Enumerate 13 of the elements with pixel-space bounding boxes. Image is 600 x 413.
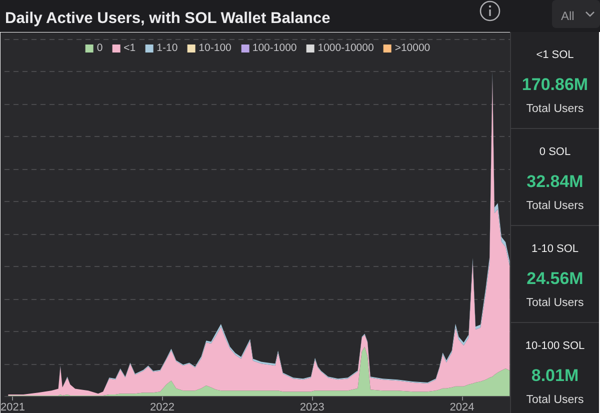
dropdown: All bbox=[552, 0, 600, 28]
legend-label: 1-10 bbox=[156, 42, 178, 54]
x-tick-label: 2021 bbox=[0, 402, 25, 413]
legend-label: >10000 bbox=[394, 42, 430, 54]
legend-label: 1000-10000 bbox=[318, 42, 374, 54]
legend-label: <1 bbox=[124, 42, 136, 54]
chart-title: Daily Active Users, with SOL Wallet Balance bbox=[5, 9, 330, 29]
legend-label: 100-1000 bbox=[252, 42, 297, 54]
legend-label: 10-100 bbox=[198, 42, 232, 54]
x-tick-label: 2022 bbox=[150, 402, 174, 413]
x-tick-label: 2024 bbox=[450, 402, 474, 413]
x-tick-label: 2023 bbox=[300, 402, 324, 413]
legend-label: 0 bbox=[96, 42, 103, 54]
